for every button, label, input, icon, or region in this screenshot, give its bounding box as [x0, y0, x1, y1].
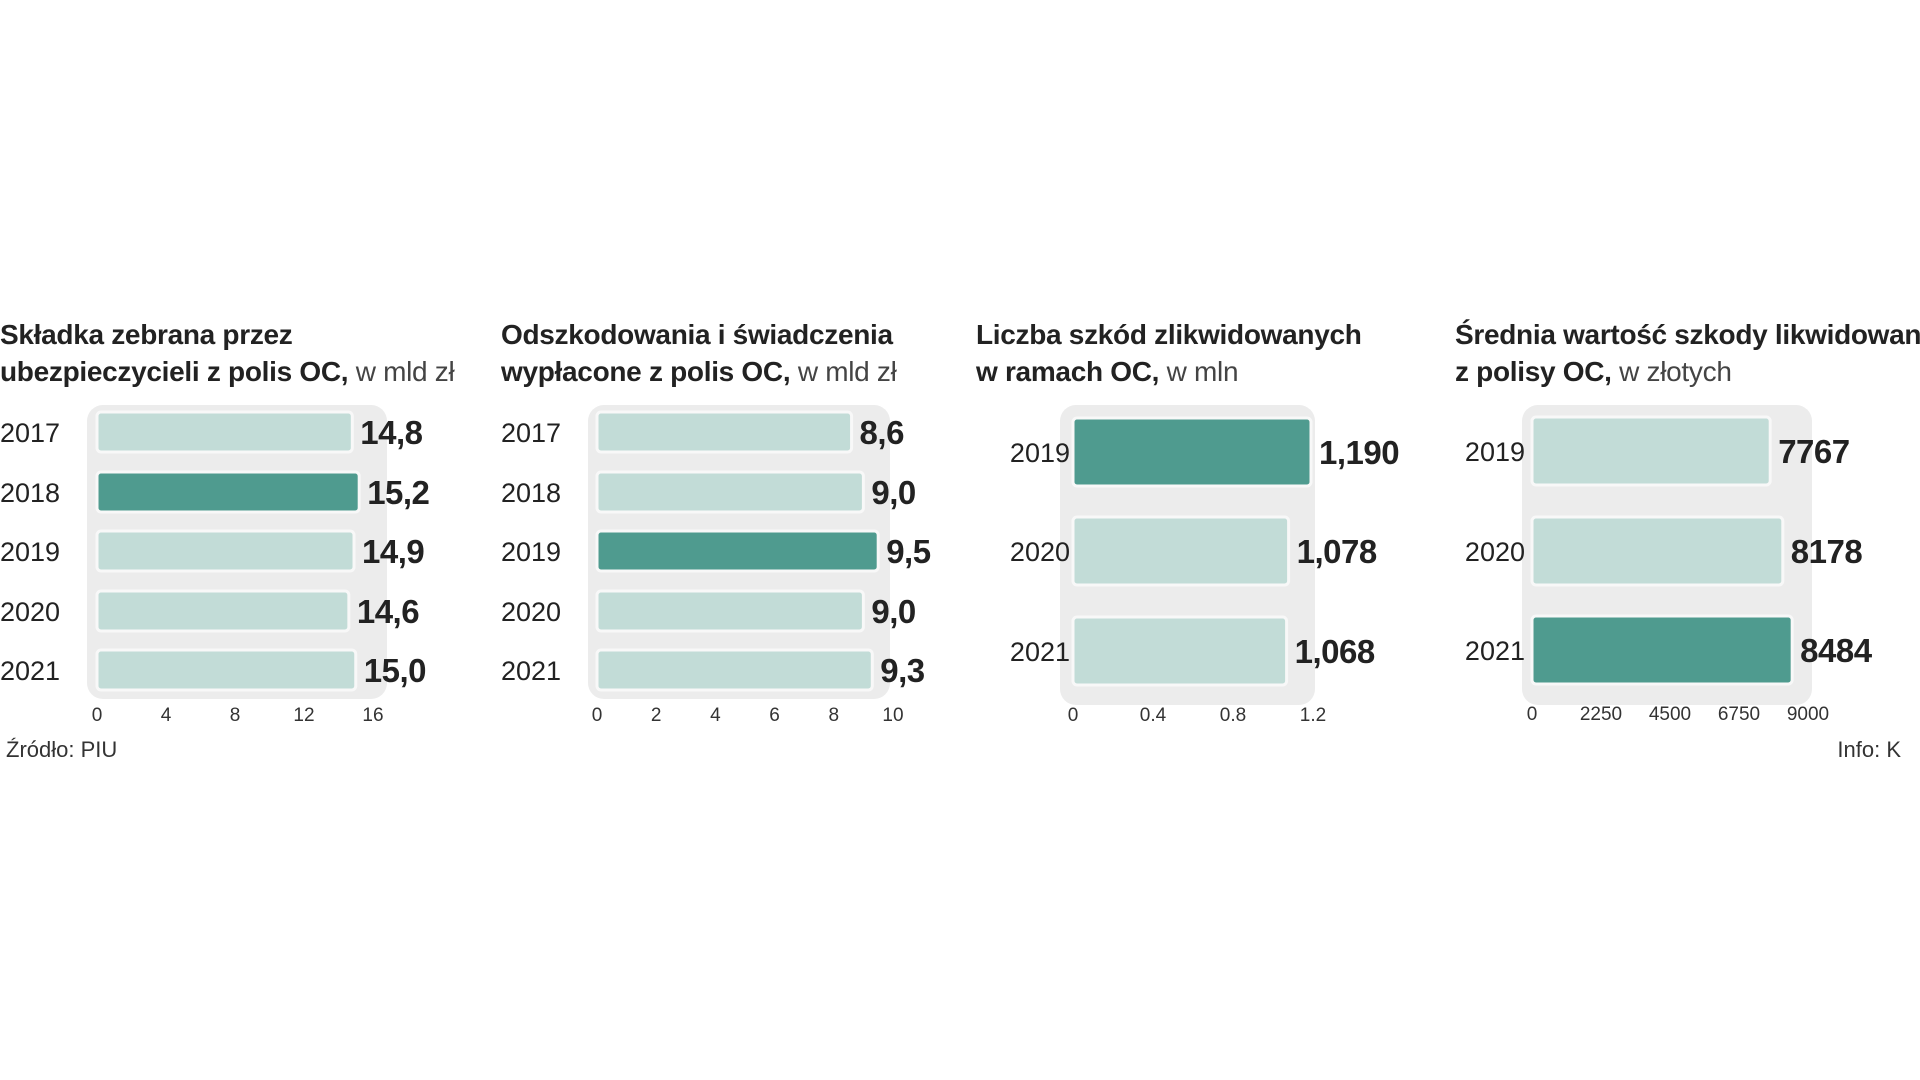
chart-2-title-line1: Odszkodowania i świadczenia: [501, 319, 893, 350]
chart-1-tick-label: 12: [293, 705, 314, 726]
chart-2-bar: [595, 410, 854, 454]
chart-1-value-label: 15,2: [367, 474, 429, 511]
chart-3-value-label: 1,078: [1297, 533, 1377, 570]
chart-1-bar: [95, 648, 358, 692]
chart-3-bar: [1071, 515, 1291, 587]
chart-2-title-unit: w mld zł: [797, 356, 897, 387]
chart-2-bar: [595, 589, 865, 633]
chart-1-title-line1: Składka zebrana przez: [0, 319, 293, 350]
chart-2-category-label: 2020: [501, 597, 561, 627]
chart-2-tick-label: 4: [710, 705, 721, 726]
chart-4-tick-label: 0: [1527, 704, 1538, 725]
chart-4-value-label: 8178: [1791, 533, 1863, 570]
chart-2-tick-label: 10: [882, 705, 903, 726]
chart-1-tick-label: 4: [161, 705, 172, 726]
chart-1-title-line2: ubezpieczycieli z polis OC,: [0, 356, 349, 387]
chart-1-value-label: 15,0: [364, 652, 426, 689]
chart-3-tick-label: 0.8: [1220, 705, 1246, 726]
chart-1-category-label: 2021: [0, 656, 60, 686]
chart-4-tick-label: 4500: [1649, 704, 1691, 725]
chart-1-bar: [95, 470, 361, 514]
chart-3-title-line1: Liczba szkód zlikwidowanych: [976, 319, 1362, 350]
chart-1-tick-label: 16: [362, 705, 383, 726]
chart-4-title-line1: Średnia wartość szkody likwidowanej: [1455, 319, 1920, 350]
chart-1-category-label: 2019: [0, 537, 60, 567]
chart-2-value-label: 9,0: [871, 474, 915, 511]
chart-2-value-label: 9,3: [880, 652, 925, 689]
source-note: Źródło: PIU: [6, 737, 118, 762]
chart-1-category-label: 2018: [0, 478, 60, 508]
chart-1-bar: [95, 529, 356, 573]
chart-4-value-label: 8484: [1800, 632, 1873, 669]
chart-4-title: Średnia wartość szkody likwidowanej z po…: [1455, 316, 1920, 390]
chart-4-category-label: 2021: [1465, 636, 1525, 666]
chart-2-tick-label: 6: [769, 705, 780, 726]
chart-3-category-label: 2021: [1010, 637, 1070, 667]
chart-3-category-label: 2020: [1010, 537, 1070, 567]
chart-4-value-label: 7767: [1778, 433, 1849, 470]
chart-3-title: Liczba szkód zlikwidowanych w ramach OC,…: [976, 316, 1362, 390]
chart-4-category-label: 2020: [1465, 537, 1525, 567]
chart-2-bar: [595, 648, 874, 692]
chart-1-category-label: 2020: [0, 597, 60, 627]
chart-2-value-label: 9,0: [871, 593, 915, 630]
chart-3-bar: [1071, 615, 1289, 687]
chart-2-category-label: 2017: [501, 418, 561, 448]
chart-1-tick-label: 8: [230, 705, 241, 726]
chart-3-tick-label: 0: [1068, 705, 1079, 726]
chart-1-value-label: 14,9: [362, 533, 424, 570]
chart-1-value-label: 14,8: [360, 414, 422, 451]
credit-note: Info: K: [1837, 737, 1901, 762]
chart-1-bar: [95, 589, 351, 633]
chart-3-value-label: 1,190: [1319, 434, 1399, 471]
chart-3-tick-label: 0.4: [1140, 705, 1167, 726]
chart-1-title-unit: w mld zł: [355, 356, 455, 387]
chart-2-tick-label: 0: [592, 705, 603, 726]
chart-2-bar: [595, 470, 865, 514]
chart-4-category-label: 2019: [1465, 437, 1525, 467]
chart-1-bar: [95, 410, 354, 454]
chart-4-bar: [1530, 614, 1794, 686]
chart-2-category-label: 2018: [501, 478, 561, 508]
chart-4-bar: [1530, 515, 1785, 587]
chart-3-title-line2: w ramach OC,: [976, 356, 1160, 387]
chart-2-bar: [595, 529, 880, 573]
chart-4-title-line2: z polisy OC,: [1455, 356, 1612, 387]
chart-2-title: Odszkodowania i świadczenia wypłacone z …: [501, 316, 897, 390]
chart-1-title: Składka zebrana przez ubezpieczycieli z …: [0, 316, 455, 390]
chart-3-title-unit: w mln: [1166, 356, 1239, 387]
chart-1-category-label: 2017: [0, 418, 60, 448]
chart-2-tick-label: 8: [829, 705, 840, 726]
chart-2-tick-label: 2: [651, 705, 662, 726]
chart-3-value-label: 1,068: [1295, 633, 1375, 670]
chart-4-tick-label: 2250: [1580, 704, 1622, 725]
chart-1-value-label: 14,6: [357, 593, 419, 630]
chart-2-category-label: 2019: [501, 537, 561, 567]
chart-2-category-label: 2021: [501, 656, 561, 686]
chart-2-value-label: 9,5: [886, 533, 931, 570]
chart-2-title-line2: wypłacone z polis OC,: [501, 356, 791, 387]
chart-4-tick-label: 6750: [1718, 704, 1760, 725]
chart-2-value-label: 8,6: [860, 414, 905, 451]
chart-4-title-unit: w złotych: [1619, 356, 1732, 387]
chart-3-category-label: 2019: [1010, 438, 1070, 468]
chart-3-tick-label: 1.2: [1300, 705, 1326, 726]
chart-4-tick-label: 9000: [1787, 704, 1829, 725]
chart-3-bar: [1071, 416, 1313, 488]
chart-4-bar: [1530, 415, 1772, 487]
chart-1-tick-label: 0: [92, 705, 103, 726]
